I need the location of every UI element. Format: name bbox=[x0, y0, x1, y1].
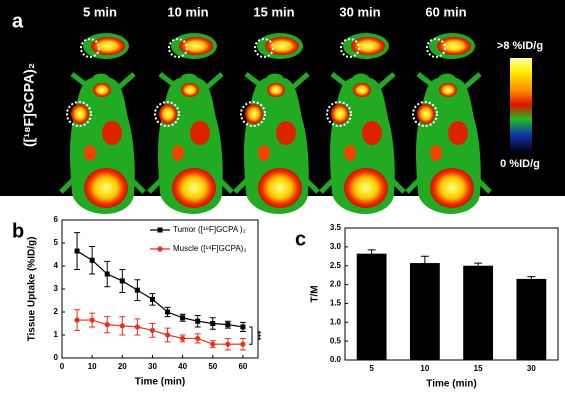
x-tick-label: 60 bbox=[238, 362, 247, 371]
time-label: 30 min bbox=[339, 4, 380, 19]
x-tick-label: 15 bbox=[474, 364, 483, 373]
point bbox=[119, 323, 125, 329]
point bbox=[240, 341, 246, 347]
point bbox=[89, 257, 95, 263]
time-label: 60 min bbox=[425, 4, 466, 19]
panel-label: a bbox=[12, 10, 24, 32]
y-axis-label: Tissue Uptake (%ID/g) bbox=[27, 237, 38, 342]
bar bbox=[516, 278, 547, 360]
x-tick-label: 40 bbox=[178, 362, 187, 371]
x-axis-label: Time (min) bbox=[426, 379, 476, 390]
point bbox=[195, 318, 201, 324]
point bbox=[180, 315, 186, 321]
point bbox=[104, 322, 110, 328]
scale-min: 0 %ID/g bbox=[500, 158, 540, 170]
point bbox=[180, 335, 186, 342]
y-tick-label: 3 bbox=[54, 284, 59, 293]
x-axis-label: Time (min) bbox=[135, 377, 185, 388]
bar bbox=[356, 253, 387, 360]
plot-frame bbox=[344, 227, 559, 361]
y-tick-label: 0 bbox=[54, 353, 59, 362]
x-tick-label: 10 bbox=[88, 362, 97, 371]
y-axis-label: T/M bbox=[310, 285, 321, 302]
significance-bracket bbox=[249, 326, 253, 345]
point bbox=[74, 248, 80, 254]
point bbox=[134, 324, 140, 330]
y-tick-label: 1.5 bbox=[330, 299, 342, 308]
point bbox=[165, 309, 171, 315]
series-line bbox=[76, 250, 244, 328]
point bbox=[240, 324, 246, 330]
point bbox=[89, 317, 95, 323]
y-tick-label: 0.5 bbox=[330, 336, 342, 345]
bar bbox=[409, 263, 440, 360]
time-label: 5 min bbox=[83, 4, 117, 19]
y-tick-label: 3.5 bbox=[330, 223, 342, 232]
point bbox=[74, 317, 80, 323]
x-tick-label: 30 bbox=[148, 362, 157, 371]
x-tick-label: 0 bbox=[60, 362, 65, 371]
x-tick-label: 50 bbox=[208, 362, 217, 371]
panel-label: c bbox=[295, 228, 306, 250]
point bbox=[225, 322, 231, 328]
y-tick-label: 2.5 bbox=[330, 261, 342, 270]
y-tick-label: 0.0 bbox=[330, 355, 342, 364]
y-tick-label: 5 bbox=[54, 238, 59, 247]
point bbox=[164, 332, 171, 338]
y-tick-label: 1.0 bbox=[330, 317, 342, 326]
point bbox=[210, 341, 216, 347]
side-label: ([¹⁸F]GCPA)₂ bbox=[21, 63, 37, 147]
point bbox=[104, 271, 110, 277]
legend-marker bbox=[157, 246, 163, 252]
scale-max: >8 %ID/g bbox=[497, 40, 543, 52]
x-tick-label: 30 bbox=[527, 364, 536, 373]
point bbox=[134, 287, 140, 293]
time-label: 10 min bbox=[167, 4, 208, 19]
x-tick-label: 10 bbox=[420, 364, 429, 373]
x-tick-label: 20 bbox=[118, 362, 127, 371]
y-tick-label: 3.0 bbox=[330, 242, 342, 251]
y-tick-label: 1 bbox=[54, 330, 59, 339]
y-tick-label: 4 bbox=[54, 261, 59, 270]
panel-label: b bbox=[12, 220, 24, 242]
bar bbox=[463, 265, 494, 360]
point bbox=[149, 327, 156, 333]
legend-label: Muscle ([¹⁸F]GCPA)₂ bbox=[173, 244, 246, 253]
legend-marker bbox=[157, 227, 163, 233]
legend-label: Tumor ([¹⁸F]GCPA )₂ bbox=[173, 225, 246, 234]
plot-frame bbox=[61, 219, 259, 359]
time-label: 15 min bbox=[253, 4, 294, 19]
colorbar bbox=[510, 58, 532, 152]
y-tick-label: 2.0 bbox=[330, 280, 342, 289]
annotation: *** bbox=[253, 331, 262, 341]
point bbox=[210, 321, 216, 326]
point bbox=[225, 341, 231, 347]
y-tick-label: 2 bbox=[54, 307, 59, 316]
point bbox=[119, 278, 125, 284]
x-tick-label: 5 bbox=[369, 364, 374, 373]
point bbox=[195, 335, 201, 342]
point bbox=[149, 296, 155, 302]
y-tick-label: 6 bbox=[54, 215, 59, 224]
